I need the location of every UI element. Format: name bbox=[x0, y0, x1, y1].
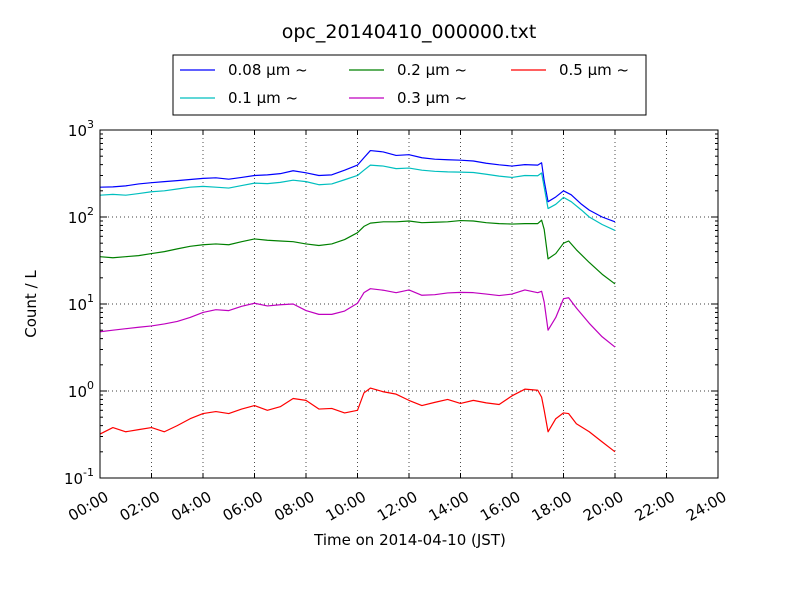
y-tick-label: 103 bbox=[68, 118, 94, 140]
series-line-0 bbox=[99, 149, 616, 223]
legend-label: 0.3 μm ~ bbox=[397, 89, 467, 107]
y-tick-labels: 10-1 100 101 102 103 bbox=[64, 118, 94, 488]
x-axis-label: Time on 2014-04-10 (JST) bbox=[313, 531, 506, 549]
axis-ticks bbox=[99, 129, 719, 479]
series-line-4 bbox=[99, 387, 616, 453]
series-lines bbox=[99, 149, 616, 453]
gridlines bbox=[100, 130, 718, 478]
legend-label: 0.2 μm ~ bbox=[397, 61, 467, 79]
series-line-2 bbox=[99, 219, 616, 285]
legend-box bbox=[172, 54, 647, 116]
y-tick-label: 10-1 bbox=[64, 466, 94, 488]
legend-label: 0.1 μm ~ bbox=[228, 89, 298, 107]
series-line-1 bbox=[99, 164, 616, 232]
legend: 0.08 μm ~ 0.1 μm ~ 0.2 μm ~ 0.3 μm ~ 0.5 μm … bbox=[172, 54, 647, 116]
y-tick-label: 102 bbox=[68, 205, 94, 227]
y-tick-label: 100 bbox=[68, 379, 94, 401]
legend-label: 0.5 μm ~ bbox=[559, 61, 629, 79]
y-axis-label: Count / L bbox=[22, 270, 40, 338]
legend-label: 0.08 μm ~ bbox=[228, 61, 308, 79]
chart-title: opc_20140410_000000.txt bbox=[282, 21, 537, 43]
y-tick-label: 101 bbox=[68, 292, 94, 314]
series-line-3 bbox=[99, 288, 616, 348]
